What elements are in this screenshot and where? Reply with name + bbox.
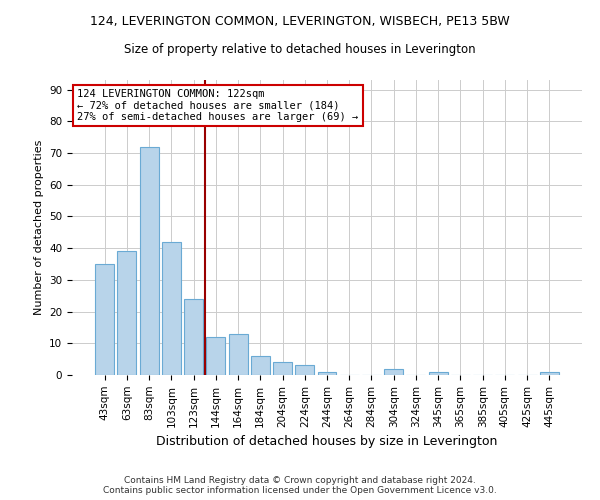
Bar [317,372,337,375]
Bar [206,337,225,375]
Bar [384,368,403,375]
Text: 124 LEVERINGTON COMMON: 122sqm
← 72% of detached houses are smaller (184)
27% of: 124 LEVERINGTON COMMON: 122sqm ← 72% of … [77,89,358,122]
Y-axis label: Number of detached properties: Number of detached properties [34,140,44,315]
Bar [295,366,314,375]
Bar [184,299,203,375]
X-axis label: Distribution of detached houses by size in Leverington: Distribution of detached houses by size … [157,435,497,448]
Bar [95,264,114,375]
Text: Size of property relative to detached houses in Leverington: Size of property relative to detached ho… [124,42,476,56]
Bar [140,146,158,375]
Bar [118,252,136,375]
Bar [429,372,448,375]
Text: 124, LEVERINGTON COMMON, LEVERINGTON, WISBECH, PE13 5BW: 124, LEVERINGTON COMMON, LEVERINGTON, WI… [90,15,510,28]
Bar [273,362,292,375]
Bar [540,372,559,375]
Bar [229,334,248,375]
Bar [162,242,181,375]
Bar [251,356,270,375]
Text: Contains HM Land Registry data © Crown copyright and database right 2024.
Contai: Contains HM Land Registry data © Crown c… [103,476,497,495]
